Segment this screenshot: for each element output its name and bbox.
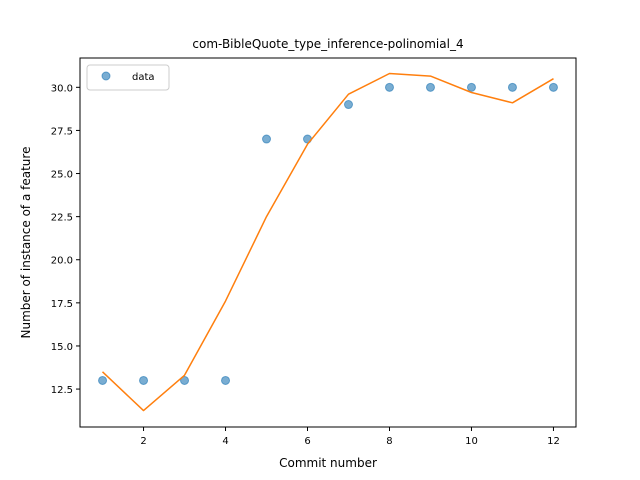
legend-marker-data <box>101 71 111 81</box>
data-point <box>548 82 558 92</box>
data-point <box>180 375 190 385</box>
x-tick-label: 8 <box>386 436 392 447</box>
legend-box <box>86 64 170 91</box>
y-tick-label: 30.0 <box>51 83 73 94</box>
legend-label-data: data <box>132 72 155 83</box>
data-point <box>384 82 394 92</box>
y-tick-label: 22.5 <box>51 213 73 224</box>
data-point <box>262 134 272 144</box>
y-tick-label: 25.0 <box>51 170 73 181</box>
data-point <box>221 375 231 385</box>
y-axis-label: Number of instance of a feature <box>19 147 33 339</box>
y-tick-label: 27.5 <box>51 126 73 137</box>
y-axis-ticks: 12.5 15.0 17.5 20.0 22.5 25.0 27.5 30.0 <box>51 83 80 396</box>
data-point <box>343 100 353 110</box>
data-point <box>507 82 517 92</box>
data-point <box>425 82 435 92</box>
fit-line <box>101 72 554 412</box>
plot-frame <box>79 57 577 428</box>
y-tick-label: 20.0 <box>51 256 73 267</box>
x-tick-label: 12 <box>547 436 560 447</box>
y-tick-label: 15.0 <box>51 342 73 353</box>
x-tick-label: 4 <box>222 436 228 447</box>
y-tick-label: 17.5 <box>51 299 73 310</box>
chart-title: com-BibleQuote_type_inference-polinomial… <box>192 37 463 51</box>
y-tick-label: 12.5 <box>51 385 73 396</box>
legend: data <box>86 64 170 91</box>
x-tick-label: 6 <box>304 436 310 447</box>
plot-marks <box>98 72 558 412</box>
x-tick-label: 2 <box>140 436 146 447</box>
x-axis-ticks: 2 4 6 8 10 12 <box>140 427 560 447</box>
data-point <box>466 82 476 92</box>
data-point <box>139 375 149 385</box>
x-axis-label: Commit number <box>279 456 377 470</box>
x-tick-label: 10 <box>465 436 478 447</box>
data-point <box>98 375 108 385</box>
